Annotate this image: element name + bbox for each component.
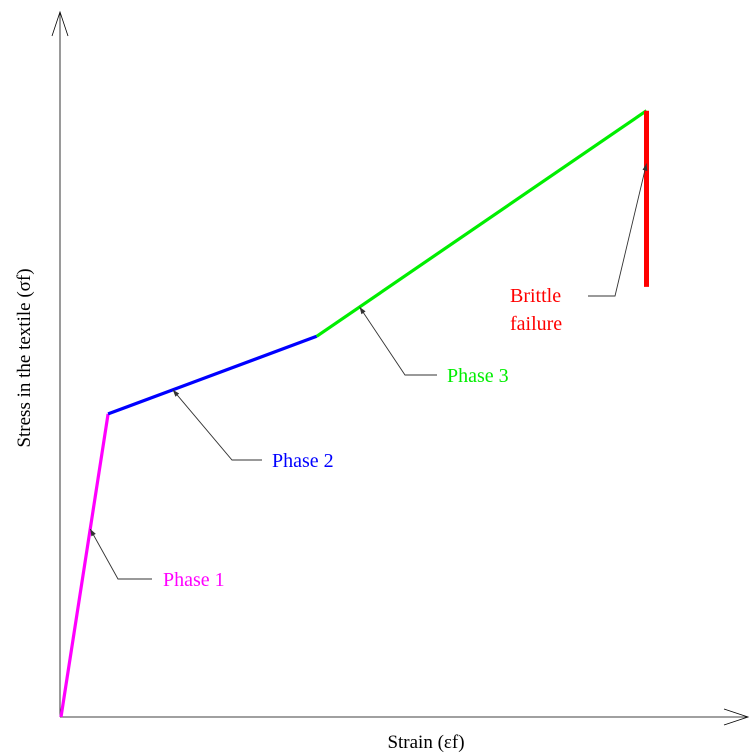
- leader-line-phase-2: [172, 389, 262, 461]
- series-line-phase-3: [315, 109, 648, 338]
- y-axis-arrowhead: [51, 10, 69, 37]
- series-line-phase-1: [59, 413, 110, 718]
- axes: [51, 10, 750, 726]
- annotation-label-phase-2: Phase 2: [272, 450, 334, 472]
- leader-line-brittle-failure: [588, 163, 647, 297]
- annotation-label-brittle-failure-line-1: Brittle: [510, 285, 561, 307]
- x-axis-arrowhead: [723, 708, 750, 726]
- annotation-label-brittle-failure-line-2: failure: [510, 313, 562, 335]
- leader-arrowhead-phase-2: [172, 389, 180, 397]
- leader-line-phase-3: [359, 306, 437, 376]
- series-layer: [59, 109, 649, 718]
- series-line-phase-2: [107, 334, 318, 416]
- annotation-layer: Phase 1 Phase 2 Phase 3 Brittle failure: [89, 163, 648, 591]
- annotation-label-phase-1: Phase 1: [163, 569, 225, 591]
- leader-arrowhead-phase-3: [359, 307, 366, 315]
- y-axis-label: Stress in the textile (σf): [14, 268, 35, 447]
- leader-arrowhead-brittle-failure: [642, 163, 648, 171]
- x-axis-label: Strain (εf): [387, 732, 464, 753]
- leader-line-phase-1: [89, 528, 152, 580]
- leader-arrowhead-phase-1: [90, 529, 96, 537]
- annotation-label-phase-3: Phase 3: [447, 365, 509, 387]
